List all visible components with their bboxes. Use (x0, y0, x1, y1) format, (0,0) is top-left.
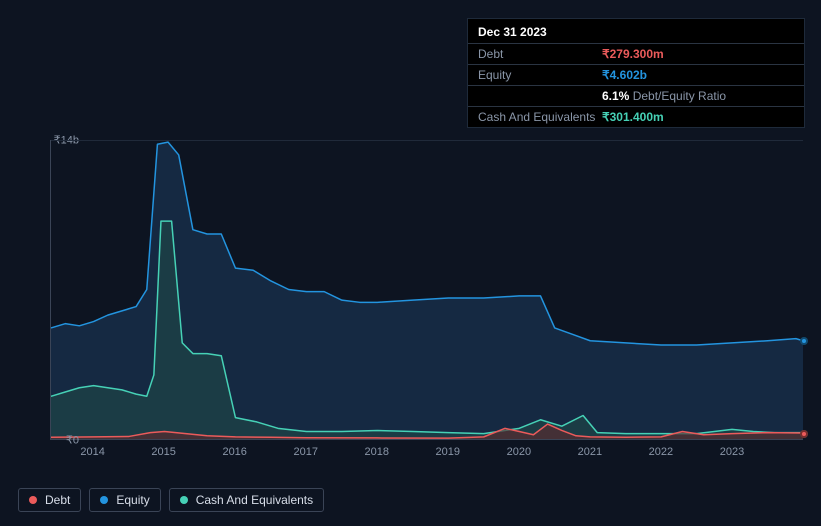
x-axis-tick: 2020 (507, 446, 531, 458)
tooltip-label: Cash And Equivalents (478, 110, 602, 124)
x-axis-tick: 2023 (720, 446, 744, 458)
legend-label: Debt (45, 493, 70, 507)
chart-legend: Debt Equity Cash And Equivalents (18, 488, 324, 512)
tooltip-label: Equity (478, 68, 602, 82)
chart-tooltip: Dec 31 2023 Debt₹279.300mEquity₹4.602b6.… (467, 18, 805, 128)
series-end-marker-debt (800, 430, 808, 438)
legend-swatch (180, 496, 188, 504)
x-axis-tick: 2015 (151, 446, 175, 458)
tooltip-value: ₹301.400m (602, 110, 664, 124)
tooltip-value: ₹4.602b (602, 68, 647, 82)
x-axis-tick: 2018 (365, 446, 389, 458)
tooltip-date: Dec 31 2023 (468, 19, 804, 44)
legend-item-cash-and-equivalents[interactable]: Cash And Equivalents (169, 488, 324, 512)
tooltip-label: Debt (478, 47, 602, 61)
debt-equity-chart: ₹0₹14b 201420152016201720182019202020212… (18, 124, 803, 464)
x-axis-tick: 2022 (649, 446, 673, 458)
legend-item-debt[interactable]: Debt (18, 488, 81, 512)
x-axis-tick: 2017 (293, 446, 317, 458)
series-end-marker-equity (800, 337, 808, 345)
tooltip-value: 6.1% Debt/Equity Ratio (602, 89, 726, 103)
tooltip-value: ₹279.300m (602, 47, 664, 61)
gridline (51, 140, 803, 141)
legend-label: Cash And Equivalents (196, 493, 313, 507)
legend-item-equity[interactable]: Equity (89, 488, 160, 512)
x-axis-tick: 2014 (80, 446, 104, 458)
x-axis-tick: 2019 (436, 446, 460, 458)
legend-swatch (29, 496, 37, 504)
x-axis-tick: 2021 (578, 446, 602, 458)
legend-swatch (100, 496, 108, 504)
tooltip-row: 6.1% Debt/Equity Ratio (468, 86, 804, 107)
tooltip-label (478, 89, 602, 103)
tooltip-row: Debt₹279.300m (468, 44, 804, 65)
x-axis-tick: 2016 (222, 446, 246, 458)
legend-label: Equity (116, 493, 149, 507)
tooltip-row: Equity₹4.602b (468, 65, 804, 86)
